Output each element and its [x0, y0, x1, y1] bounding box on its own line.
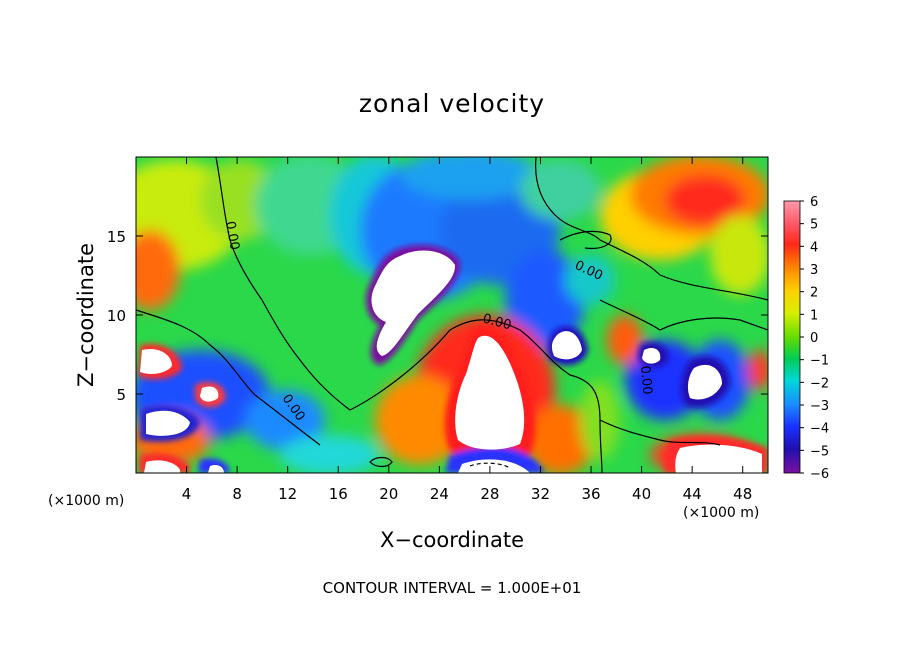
colorbar-labels: 6 5 4 3 2 1 0 −1 −2 −3 −4 −5 −6	[800, 195, 829, 482]
x-tick-label: 8	[232, 485, 242, 503]
contour-label: 0.00	[637, 365, 654, 395]
x-tick-label: 4	[182, 485, 192, 503]
colorbar-label: 3	[810, 263, 818, 278]
colorbar-label: 0	[810, 331, 818, 346]
contour-label: 0.00	[481, 311, 513, 333]
colorbar	[783, 200, 801, 474]
x-tick-label: 32	[531, 485, 550, 503]
colorbar-label: −3	[810, 399, 829, 414]
x-unit-left: (×1000 m)	[48, 493, 124, 509]
y-tick-label: 10	[107, 307, 126, 325]
x-axis: 4 8 12 16 20 24 28 32 36 40 44 48	[182, 157, 752, 503]
y-tick-label: 5	[116, 386, 126, 404]
contour-label: 0.00	[222, 220, 242, 251]
y-tick-label: 15	[107, 228, 126, 246]
colorbar-label: 4	[810, 240, 818, 255]
colorbar-label: −2	[810, 376, 829, 391]
x-tick-label: 36	[581, 485, 600, 503]
x-tick-label: 28	[480, 485, 499, 503]
colorbar-label: −1	[810, 354, 829, 369]
x-tick-label: 44	[683, 485, 702, 503]
x-axis-label: X−coordinate	[380, 528, 524, 552]
colorbar-label: 2	[810, 286, 818, 301]
colorbar-label: 1	[810, 308, 818, 323]
x-tick-label: 12	[278, 485, 297, 503]
contour-lines	[136, 157, 768, 473]
x-tick-label: 20	[379, 485, 398, 503]
colorbar-label: −6	[810, 467, 829, 482]
x-tick-label: 24	[430, 485, 449, 503]
y-axis: 5 10 15	[107, 228, 768, 404]
y-axis-label: Z−coordinate	[74, 243, 98, 387]
colorbar-label: −4	[810, 422, 829, 437]
colorbar-label: −5	[810, 444, 829, 459]
contour-interval-note: CONTOUR INTERVAL = 1.000E+01	[323, 579, 582, 597]
x-tick-label: 40	[632, 485, 651, 503]
x-tick-label: 48	[733, 485, 752, 503]
x-tick-label: 16	[329, 485, 348, 503]
colorbar-label: 5	[810, 218, 818, 233]
heatmap-field: 0.00 0.00 0.00 0.00 0.00	[136, 157, 768, 473]
x-unit-right: (×1000 m)	[683, 505, 759, 521]
chart-title: zonal velocity	[359, 89, 545, 118]
colorbar-label: 6	[810, 195, 818, 210]
